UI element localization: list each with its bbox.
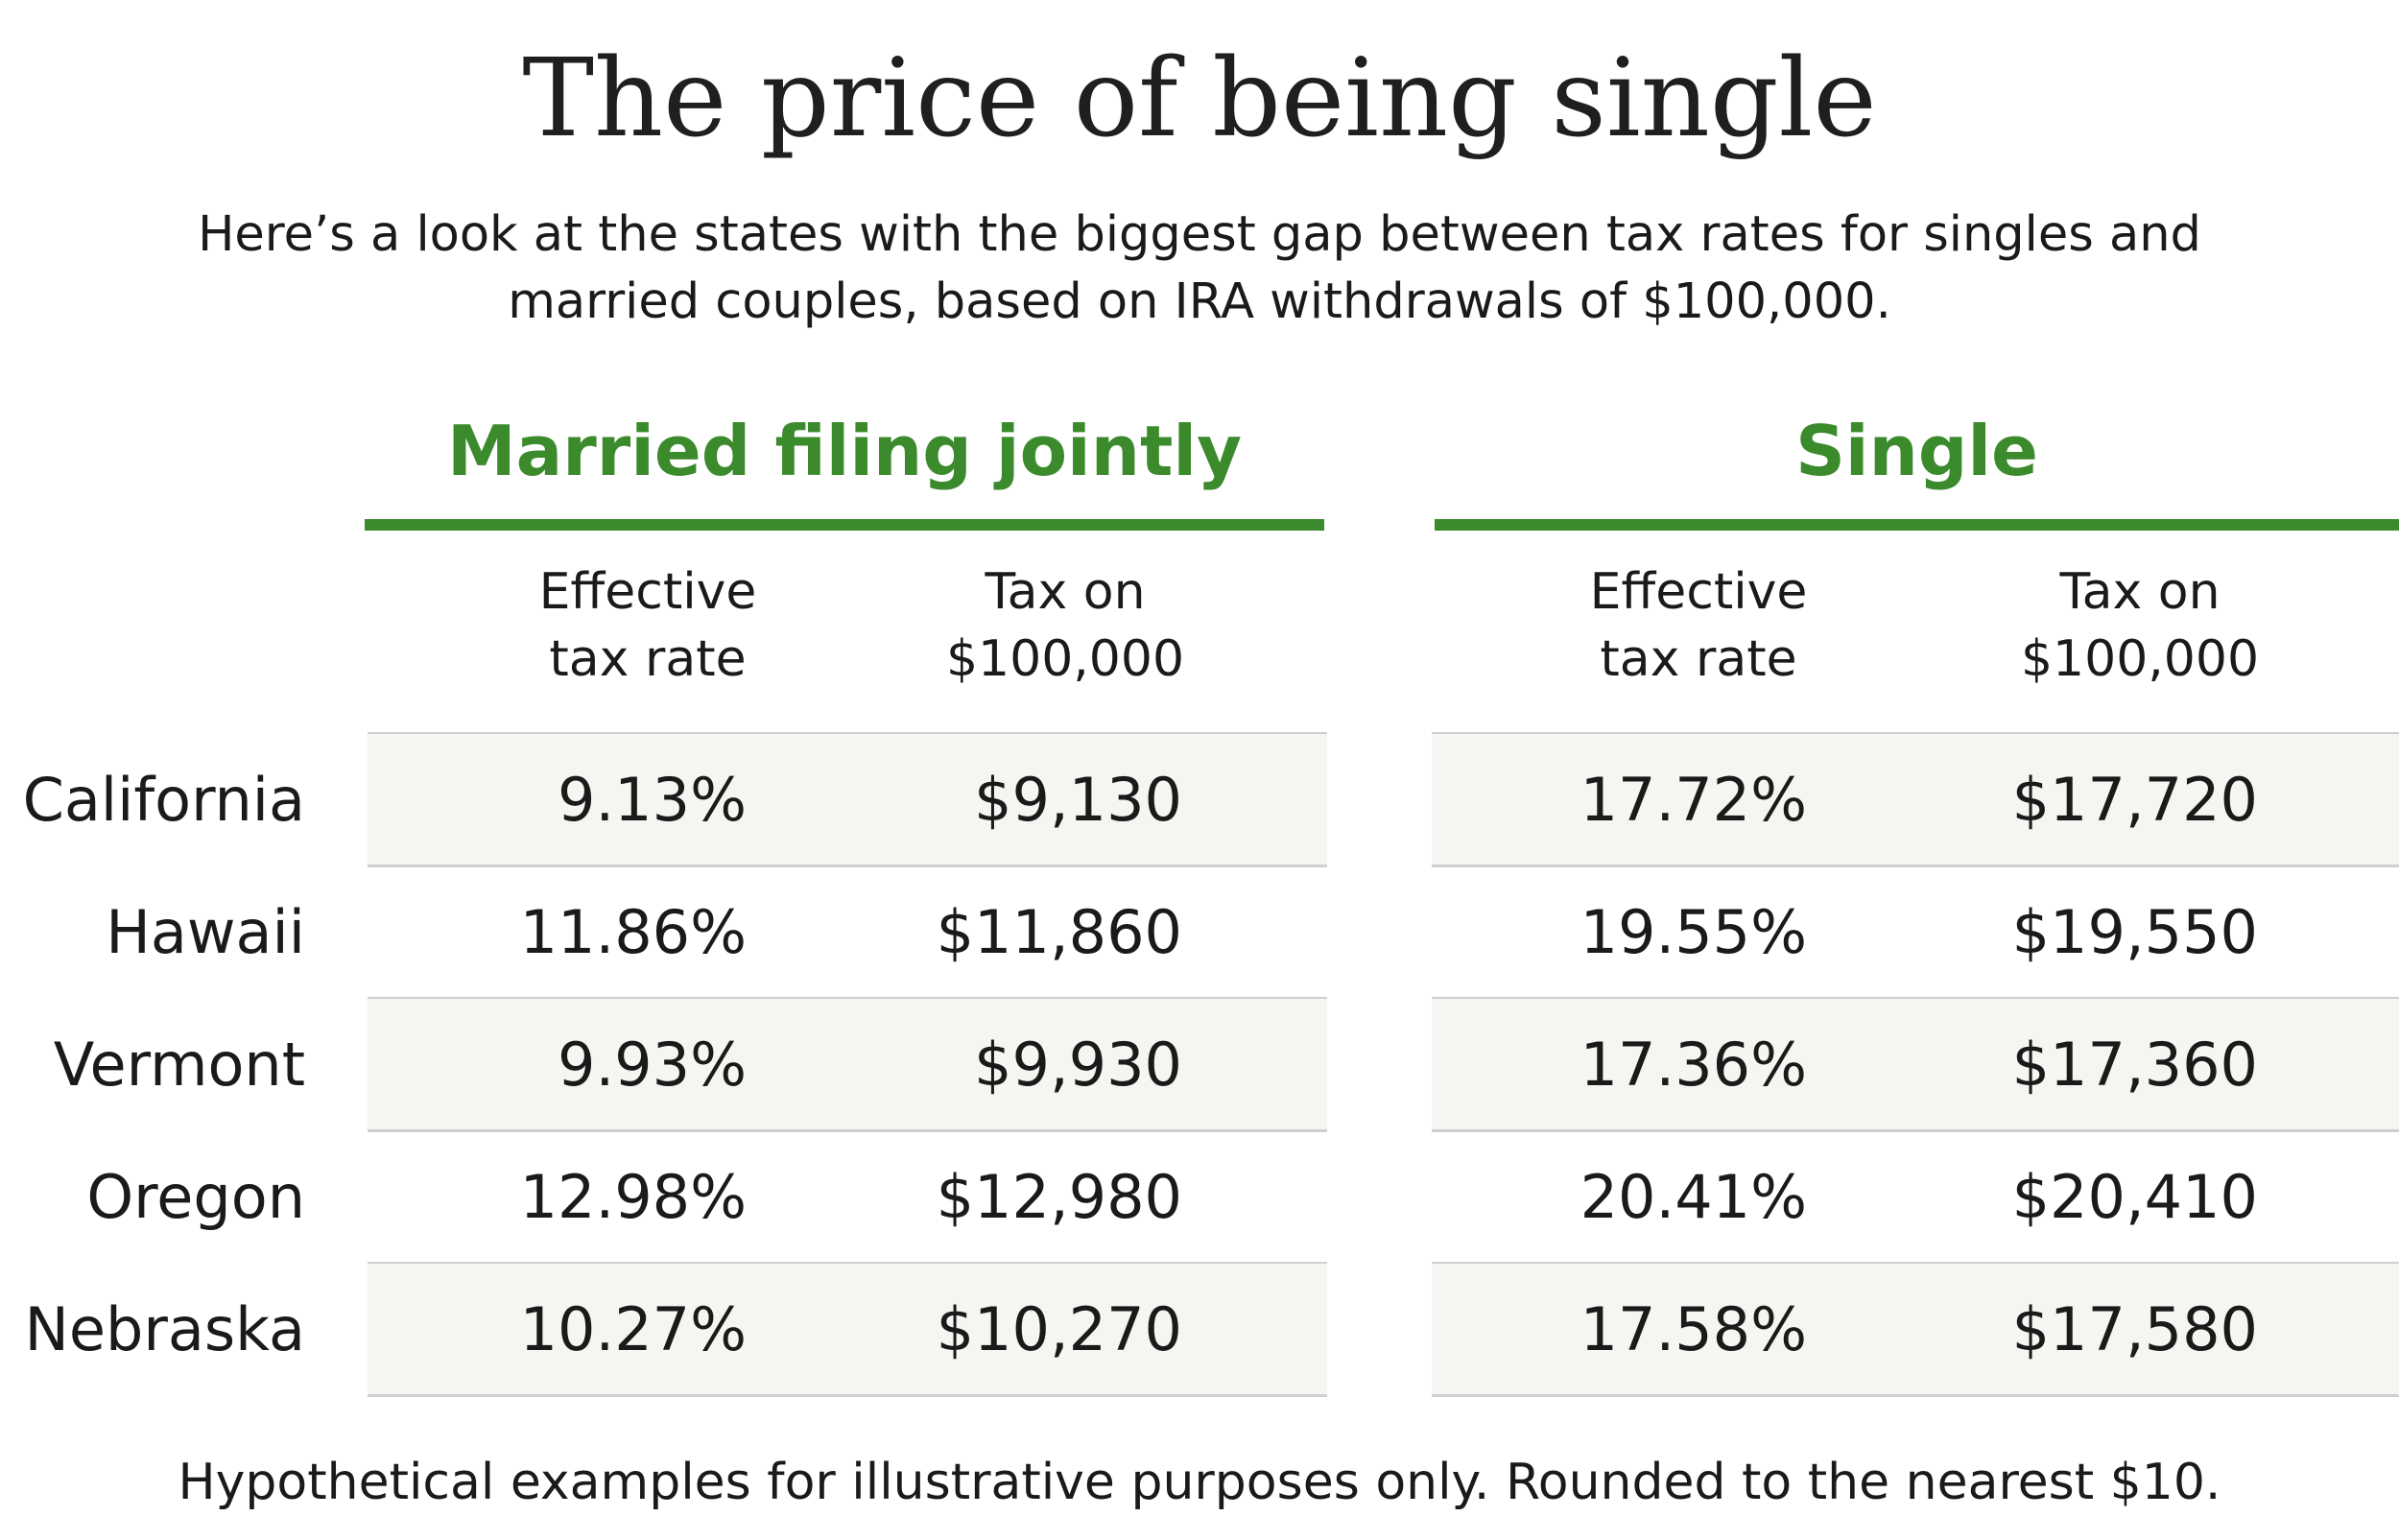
table-rule <box>1432 1394 2399 1397</box>
cell-single-tax: $20,410 <box>2011 1162 2258 1232</box>
cell-married-tax: $11,860 <box>936 897 1182 967</box>
col-head-line: Effective <box>1589 563 1808 621</box>
table-rule <box>368 732 1327 735</box>
col-head-line: $100,000 <box>2020 630 2260 688</box>
col-head-line: Tax on <box>985 563 1146 621</box>
table-row-state: Hawaii <box>106 897 305 967</box>
cell-married-tax: $9,930 <box>974 1030 1182 1100</box>
table-row-state: Oregon <box>86 1162 305 1232</box>
cell-married-rate: 9.93% <box>558 1030 747 1100</box>
col-head-line: Tax on <box>2059 563 2221 621</box>
table-row-state: Vermont <box>53 1030 305 1100</box>
cell-married-rate: 12.98% <box>519 1162 747 1232</box>
table-rule <box>1432 732 2399 735</box>
cell-single-rate: 17.36% <box>1580 1030 1807 1100</box>
chart-title: The price of being single <box>522 36 1877 161</box>
cell-married-rate: 9.13% <box>558 765 747 835</box>
table-row-band <box>1432 999 2399 1131</box>
col-head-married-rate: Effective tax rate <box>446 558 849 693</box>
col-head-married-tax: Tax on $100,000 <box>864 558 1267 693</box>
cell-single-tax: $17,580 <box>2011 1294 2258 1364</box>
table-row-state: Nebraska <box>24 1294 305 1364</box>
cell-single-tax: $19,550 <box>2011 897 2258 967</box>
col-head-line: $100,000 <box>945 630 1185 688</box>
col-head-line: tax rate <box>549 630 747 688</box>
cell-single-tax: $17,720 <box>2011 765 2258 835</box>
table-row-state: California <box>22 765 305 835</box>
table-rule <box>1432 997 2399 1000</box>
cell-married-tax: $12,980 <box>936 1162 1182 1232</box>
table-rule <box>1432 1129 2399 1132</box>
subtitle-line-2: married couples, based on IRA withdrawal… <box>508 273 1891 330</box>
chart-subtitle: Here’s a look at the states with the big… <box>144 201 2255 336</box>
cell-single-rate: 17.58% <box>1580 1294 1807 1364</box>
group-title-single: Single <box>1795 411 2038 491</box>
table-rule <box>368 1262 1327 1265</box>
table-row-band <box>1432 1264 2399 1396</box>
table-rule <box>368 1394 1327 1397</box>
table-rule <box>368 1129 1327 1132</box>
table-rule <box>1432 865 2399 867</box>
footnote: Hypothetical examples for illustrative p… <box>178 1454 2221 1511</box>
col-head-single-rate: Effective tax rate <box>1497 558 1900 693</box>
cell-single-rate: 20.41% <box>1580 1162 1807 1232</box>
cell-single-tax: $17,360 <box>2011 1030 2258 1100</box>
col-head-single-tax: Tax on $100,000 <box>1938 558 2341 693</box>
table-row-band <box>368 734 1327 866</box>
table-row-band <box>1432 734 2399 866</box>
cell-married-rate: 10.27% <box>519 1294 747 1364</box>
cell-married-tax: $9,130 <box>974 765 1182 835</box>
group-title-married: Married filing jointly <box>446 411 1243 491</box>
col-head-line: tax rate <box>1600 630 1797 688</box>
cell-married-rate: 11.86% <box>519 897 747 967</box>
table-row-band <box>368 999 1327 1131</box>
cell-married-tax: $10,270 <box>936 1294 1182 1364</box>
subtitle-line-1: Here’s a look at the states with the big… <box>198 206 2201 263</box>
table-rule <box>1432 1262 2399 1265</box>
group-rule-single <box>1435 519 2399 531</box>
group-rule-married <box>365 519 1324 531</box>
table-rule <box>368 997 1327 1000</box>
cell-single-rate: 17.72% <box>1580 765 1807 835</box>
cell-single-rate: 19.55% <box>1580 897 1807 967</box>
col-head-line: Effective <box>538 563 757 621</box>
table-rule <box>368 865 1327 867</box>
table-row-band <box>368 1264 1327 1396</box>
